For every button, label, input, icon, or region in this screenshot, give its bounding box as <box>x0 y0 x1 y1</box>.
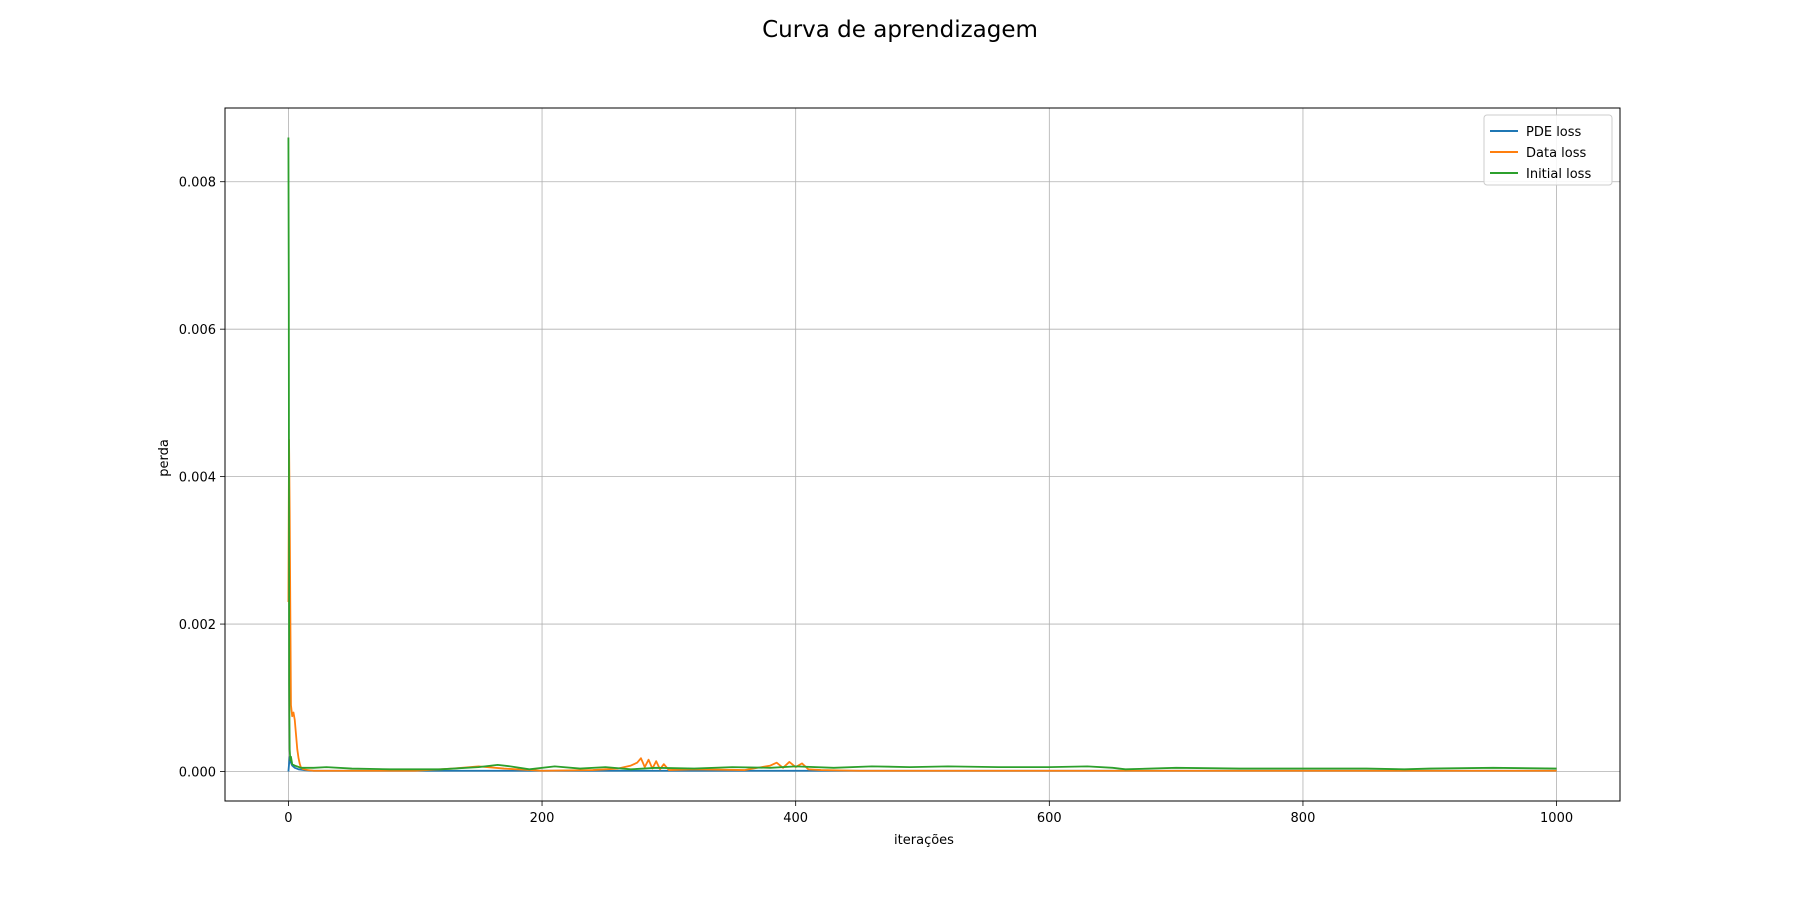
y-tick-label: 0.006 <box>179 323 216 338</box>
chart-title: Curva de aprendizagem <box>762 17 1038 43</box>
y-tick-label: 0.000 <box>179 766 216 781</box>
legend-label: PDE loss <box>1526 125 1582 140</box>
legend: PDE loss Data loss Initial loss <box>1483 114 1613 186</box>
y-tick-label: 0.002 <box>179 618 216 633</box>
x-tick-label: 600 <box>1037 811 1062 826</box>
y-axis-label: perda <box>157 439 172 477</box>
x-tick-label: 400 <box>783 811 808 826</box>
x-axis-label: iterações <box>894 833 954 848</box>
legend-label: Data loss <box>1526 146 1587 161</box>
x-tick-label: 800 <box>1291 811 1316 826</box>
y-tick-label: 0.008 <box>179 176 216 191</box>
legend-label: Initial loss <box>1526 167 1591 182</box>
y-tick-label: 0.004 <box>179 471 216 486</box>
legend-box <box>1483 114 1613 186</box>
x-tick-label: 0 <box>284 811 292 826</box>
series-layer <box>287 137 1557 772</box>
y-axis-ticks: 0.000 0.002 0.004 0.006 0.008 <box>179 176 225 781</box>
x-tick-label: 1000 <box>1540 811 1573 826</box>
plot-frame <box>224 107 1621 802</box>
series-line-initial-loss <box>287 137 1557 771</box>
x-axis-ticks: 0 200 400 600 800 1000 <box>284 801 1573 826</box>
x-tick-label: 200 <box>530 811 555 826</box>
